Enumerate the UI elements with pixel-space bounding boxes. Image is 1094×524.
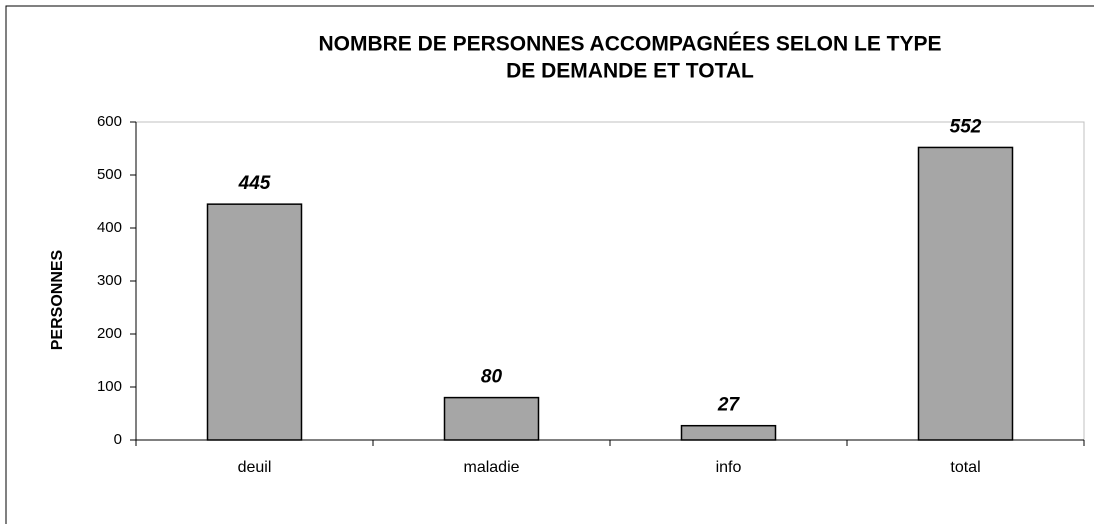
y-tick-label: 500 — [97, 166, 122, 183]
data-label: 27 — [717, 395, 741, 416]
x-tick-label: total — [950, 459, 980, 476]
data-label: 552 — [950, 116, 982, 137]
bar — [917, 146, 1014, 441]
data-label: 445 — [238, 173, 271, 194]
y-tick-label: 600 — [97, 113, 122, 130]
data-label: 80 — [481, 367, 503, 388]
bar — [443, 396, 540, 441]
y-tick-label: 0 — [114, 431, 122, 448]
y-tick-label: 100 — [97, 378, 122, 395]
bar — [206, 203, 303, 441]
y-axis-title: PERSONNES — [49, 249, 66, 350]
y-tick-label: 300 — [97, 272, 122, 289]
chart-title: DE DEMANDE ET TOTAL — [506, 60, 754, 83]
y-tick-label: 200 — [97, 325, 122, 342]
x-tick-label: info — [716, 459, 742, 476]
chart-title: NOMBRE DE PERSONNES ACCOMPAGNÉES SELON L… — [318, 33, 941, 56]
x-tick-label: maladie — [463, 459, 519, 476]
x-tick-label: deuil — [238, 459, 272, 476]
chart-frame — [5, 5, 1094, 524]
bar — [680, 424, 777, 441]
y-tick-label: 400 — [97, 219, 122, 236]
